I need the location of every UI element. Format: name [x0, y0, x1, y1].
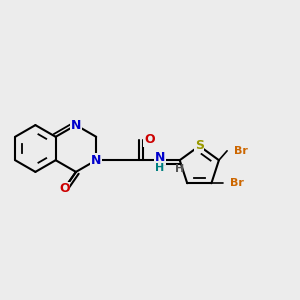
Text: Br: Br — [230, 178, 244, 188]
Text: O: O — [59, 182, 70, 195]
Text: N: N — [91, 154, 101, 167]
Text: H: H — [155, 163, 164, 173]
Text: O: O — [144, 133, 154, 146]
Text: N: N — [155, 151, 165, 164]
Text: S: S — [195, 140, 204, 152]
Text: Br: Br — [234, 146, 248, 156]
Text: N: N — [71, 118, 81, 132]
Text: H: H — [175, 164, 184, 174]
